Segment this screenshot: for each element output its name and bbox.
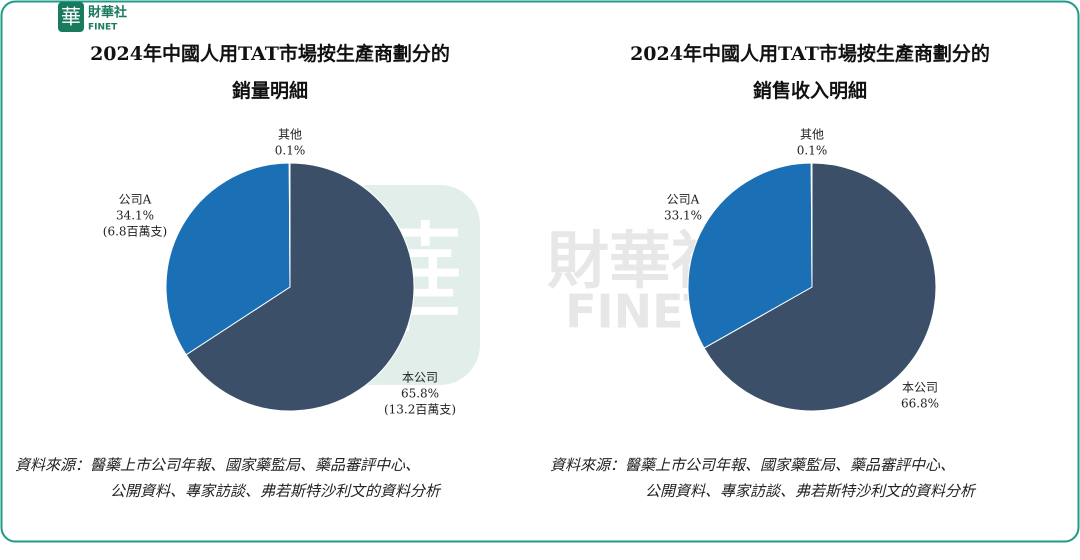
logo-mark: [58, 2, 84, 32]
volume-label: (6.8百萬支): [103, 225, 167, 239]
volume-label: (13.2百萬支): [384, 403, 456, 417]
value-label: 65.8%: [401, 387, 439, 401]
value-label: 33.1%: [664, 209, 702, 223]
value-label: 0.1%: [797, 144, 828, 158]
source-note: 資料來源：醫藥上市公司年報、國家藥監局、藥品審評中心、: [550, 456, 955, 474]
chart-title: 2024年中國人用TAT市場按生產商劃分的: [90, 42, 450, 65]
chart-title: 銷量明細: [232, 79, 308, 102]
slice-label: 其他: [800, 128, 824, 142]
chart-title: 2024年中國人用TAT市場按生產商劃分的: [630, 42, 990, 65]
logo-name: 財華社: [87, 5, 127, 21]
pie-slice: [288, 162, 291, 288]
logo-char: 華: [61, 5, 81, 29]
source-note: 公開資料、專家訪談、弗若斯特沙利文的資料分析: [110, 482, 442, 500]
pie-slice: [810, 162, 813, 288]
slice-label: 其他: [278, 128, 302, 142]
value-label: 66.8%: [901, 397, 939, 411]
source-note: 資料來源：醫藥上市公司年報、國家藥監局、藥品審評中心、: [15, 456, 420, 474]
source-note: 公開資料、專家訪談、弗若斯特沙利文的資料分析: [645, 482, 977, 500]
slice-label: 公司A: [667, 193, 700, 207]
pie-slice: [687, 162, 813, 349]
value-label: 34.1%: [116, 209, 154, 223]
pie-slice: [165, 162, 291, 356]
value-label: 0.1%: [275, 144, 306, 158]
pie-slice: [703, 162, 937, 412]
slice-label: 公司A: [119, 193, 152, 207]
pie-slice: [185, 162, 415, 412]
slice-label: 本公司: [402, 371, 438, 385]
logo-name-en: FINET: [88, 23, 118, 33]
chart-title: 銷售收入明細: [753, 79, 867, 102]
slice-label: 本公司: [902, 381, 938, 395]
